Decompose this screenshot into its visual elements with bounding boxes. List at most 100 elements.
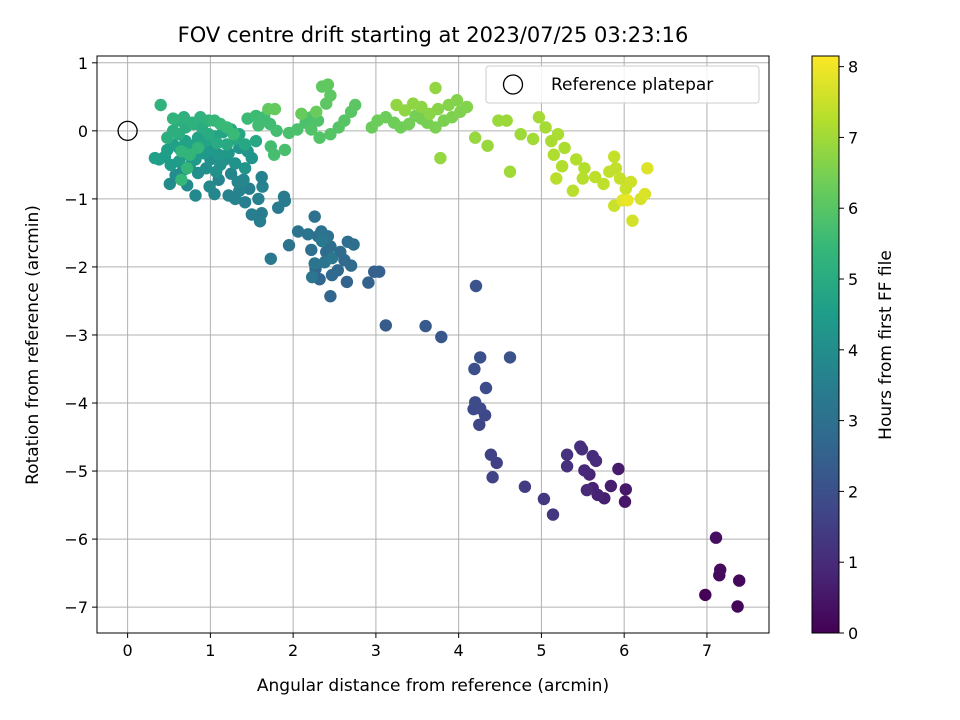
data-point — [537, 492, 551, 506]
x-tick-label: 7 — [702, 641, 712, 660]
data-point — [468, 362, 481, 376]
data-point — [638, 187, 652, 201]
data-point — [460, 100, 474, 114]
data-point — [222, 189, 235, 202]
data-point — [220, 138, 234, 151]
data-point — [429, 121, 442, 134]
reference-platepar-marker — [117, 120, 138, 141]
data-point — [253, 215, 267, 228]
data-point — [555, 160, 569, 173]
data-point — [161, 131, 174, 144]
data-point — [609, 162, 623, 175]
data-point — [362, 276, 375, 289]
data-point — [315, 225, 328, 238]
colorbar-tick-label: 6 — [848, 199, 858, 218]
data-point — [313, 131, 326, 144]
data-point — [578, 162, 591, 175]
data-point — [586, 449, 599, 463]
x-tick-label: 6 — [619, 641, 629, 660]
y-tick-label: 1 — [78, 54, 88, 73]
data-point — [210, 136, 224, 150]
data-point — [621, 194, 634, 207]
data-point — [340, 275, 354, 289]
data-point — [406, 97, 420, 110]
x-axis: 0 1 2 3 4 5 6 7 — [123, 633, 712, 660]
y-axis-label: Rotation from reference (arcmin) — [23, 205, 43, 485]
y-tick-label: −4 — [64, 394, 88, 413]
data-point — [301, 228, 315, 241]
data-point — [709, 531, 723, 544]
data-point — [551, 128, 565, 141]
data-point — [291, 225, 305, 238]
colorbar-tick-label: 7 — [848, 128, 858, 147]
data-point — [546, 508, 560, 521]
colorbar-tick-label: 4 — [848, 341, 858, 360]
data-point — [429, 81, 442, 95]
data-point — [474, 351, 487, 364]
data-point — [526, 132, 540, 146]
data-point — [589, 170, 602, 184]
data-point — [154, 98, 167, 112]
data-point — [500, 114, 513, 127]
data-point — [252, 192, 265, 206]
data-point — [390, 98, 403, 112]
reference-marker — [117, 120, 138, 141]
data-point — [305, 123, 318, 136]
legend-box — [485, 65, 760, 104]
y-tick-label: −3 — [64, 326, 88, 345]
data-point — [264, 252, 277, 265]
data-point — [518, 480, 532, 493]
data-point — [306, 270, 319, 284]
data-point — [315, 234, 329, 248]
y-tick-label: −5 — [64, 462, 88, 481]
y-axis: 1 0 −1 −2 −3 −4 −5 −6 −7 — [64, 54, 97, 617]
legend-label: Reference platepar — [551, 75, 713, 95]
data-point — [423, 107, 436, 121]
y-tick-label: −1 — [64, 190, 88, 209]
data-point — [270, 124, 283, 137]
data-point — [166, 112, 180, 125]
data-point — [325, 268, 339, 282]
chart-title: FOV centre drift starting at 2023/07/25 … — [178, 23, 689, 47]
plot-frame — [96, 55, 770, 634]
data-point — [613, 172, 627, 185]
data-point — [604, 479, 618, 493]
data-point — [514, 128, 527, 141]
data-point — [277, 190, 291, 203]
data-point — [238, 138, 252, 151]
data-point — [469, 131, 482, 144]
colorbar-gradient — [811, 55, 840, 634]
y-tick-label: −2 — [64, 258, 88, 277]
colorbar-ticks: 0 1 2 3 4 5 6 7 8 — [839, 58, 858, 643]
data-point — [295, 107, 308, 121]
colorbar: 0 1 2 3 4 5 6 7 8 Hours from first FF file — [811, 55, 896, 643]
data-point — [379, 319, 392, 332]
data-point — [255, 170, 268, 184]
data-point — [349, 98, 362, 112]
colorbar-tick-label: 3 — [848, 412, 858, 431]
data-point — [252, 119, 265, 132]
data-point — [578, 464, 591, 477]
data-point — [481, 139, 494, 152]
data-point — [347, 238, 360, 251]
x-tick-label: 4 — [454, 641, 464, 660]
data-point — [148, 151, 162, 165]
legend: Reference platepar — [485, 65, 760, 104]
legend-marker-hollow-circle — [502, 74, 524, 95]
data-point — [560, 448, 574, 461]
data-point — [256, 180, 269, 193]
colorbar-tick-label: 0 — [848, 624, 858, 643]
data-point — [532, 111, 546, 124]
data-point — [558, 141, 571, 155]
data-point — [291, 123, 304, 136]
data-point — [321, 78, 335, 91]
data-point — [368, 265, 381, 278]
colorbar-tick-label: 1 — [848, 553, 858, 572]
data-point — [338, 114, 351, 127]
data-point — [308, 257, 321, 270]
data-point — [245, 208, 258, 221]
data-point — [344, 259, 358, 272]
data-point — [469, 279, 483, 293]
data-point — [442, 98, 455, 112]
data-point — [268, 102, 282, 116]
